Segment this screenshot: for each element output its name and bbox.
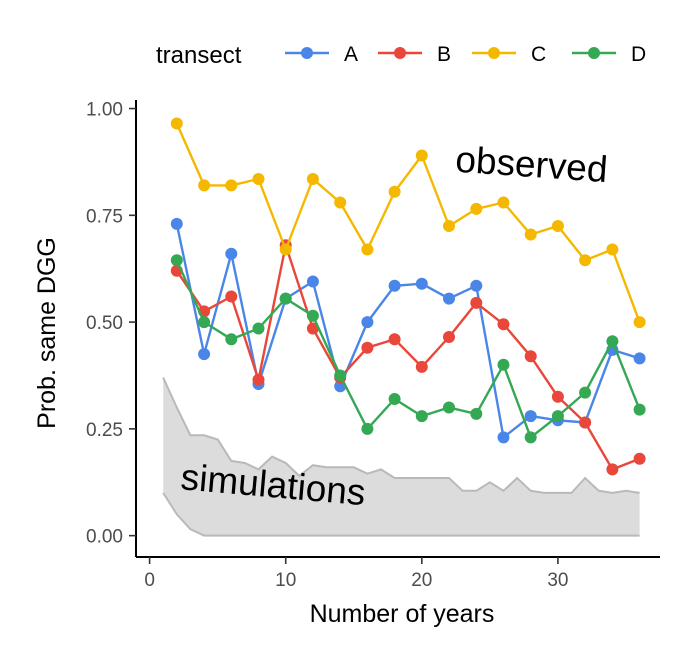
observed-annotation: observed	[454, 139, 609, 191]
data-point-D	[524, 431, 537, 444]
x-tick-label: 0	[144, 570, 155, 591]
legend-title: transect	[156, 42, 242, 69]
data-point-B	[606, 463, 619, 476]
legend-label-D: D	[631, 43, 646, 66]
data-point-B	[443, 331, 455, 343]
legend-key-marker-D	[588, 47, 600, 59]
legend: transect A B C D	[156, 42, 646, 69]
data-point-A	[633, 352, 646, 365]
data-point-C	[198, 179, 211, 192]
simulation-band-lower-edge	[162, 492, 640, 537]
data-point-A	[497, 431, 510, 444]
simulation-band-upper-edge	[162, 377, 640, 494]
data-point-B	[225, 290, 238, 303]
legend-label-C: C	[531, 43, 546, 66]
data-point-A	[361, 316, 374, 329]
data-point-B	[579, 416, 592, 429]
data-point-C	[579, 254, 592, 267]
legend-label-A: A	[344, 43, 358, 66]
data-point-C	[334, 196, 347, 209]
data-point-B	[551, 390, 564, 403]
data-point-B	[415, 360, 428, 373]
data-point-A	[388, 279, 401, 292]
data-point-B	[388, 333, 401, 346]
series-line-B	[175, 243, 641, 471]
data-point-C	[606, 243, 619, 256]
data-point-B	[497, 318, 510, 331]
y-axis-title: Prob. same DGG	[33, 237, 61, 429]
data-point-D	[497, 358, 510, 371]
data-point-D	[279, 292, 292, 305]
simulation-band-area	[163, 377, 640, 536]
data-point-C	[470, 202, 483, 215]
y-tick-label: 1.00	[86, 100, 123, 121]
simulation-band-layer	[162, 377, 640, 537]
data-point-D	[225, 333, 238, 346]
data-point-B	[470, 296, 483, 309]
data-point-C	[252, 173, 265, 185]
y-tick-label: 0.25	[86, 420, 123, 441]
x-axis-title: Number of years	[310, 600, 495, 628]
data-point-C	[415, 149, 428, 162]
axes: 0.00 0.25 0.50 0.75 1.00 0 10 20 30	[86, 100, 660, 591]
data-point-C	[279, 243, 292, 256]
legend-key-marker-A	[301, 47, 313, 59]
data-point-C	[497, 196, 510, 209]
legend-label-B: B	[437, 43, 451, 66]
data-point-C	[524, 228, 537, 241]
legend-key-marker-B	[394, 47, 406, 59]
y-tick-label: 0.50	[86, 313, 123, 334]
series-layer	[170, 117, 646, 476]
data-point-A	[225, 247, 238, 260]
data-point-D	[633, 403, 646, 416]
data-point-C	[388, 185, 401, 198]
data-point-C	[225, 179, 238, 192]
data-point-A	[170, 217, 183, 230]
data-point-D	[361, 422, 374, 435]
data-point-D	[579, 386, 592, 399]
series-line-D	[175, 259, 641, 439]
data-point-D	[443, 401, 455, 414]
data-point-C	[170, 117, 183, 130]
data-point-D	[470, 407, 483, 420]
x-tick-label: 20	[411, 570, 432, 591]
data-point-D	[606, 335, 619, 348]
data-point-B	[252, 373, 265, 386]
y-tick-label: 0.00	[86, 527, 123, 548]
data-point-B	[361, 341, 374, 354]
data-point-C	[443, 220, 455, 232]
data-point-D	[170, 254, 183, 267]
data-point-B	[633, 452, 646, 465]
data-point-A	[470, 279, 483, 292]
data-point-B	[524, 350, 537, 363]
data-point-A	[443, 292, 455, 305]
data-point-D	[334, 369, 347, 382]
x-tick-label: 30	[547, 570, 568, 591]
data-point-A	[415, 277, 428, 290]
data-point-D	[252, 322, 265, 335]
data-point-C	[361, 243, 374, 256]
data-point-D	[306, 309, 319, 322]
y-tick-label: 0.75	[86, 206, 123, 227]
data-point-D	[551, 410, 564, 423]
data-point-A	[524, 410, 537, 423]
data-point-B	[306, 322, 319, 335]
data-point-D	[415, 410, 428, 423]
data-point-C	[551, 220, 564, 232]
data-point-D	[198, 316, 211, 329]
data-point-C	[306, 173, 319, 185]
data-point-A	[306, 275, 319, 288]
data-point-A	[198, 348, 211, 361]
x-tick-label: 10	[275, 570, 296, 591]
data-point-D	[388, 393, 401, 405]
legend-key-marker-C	[488, 47, 500, 59]
data-point-C	[633, 316, 646, 329]
